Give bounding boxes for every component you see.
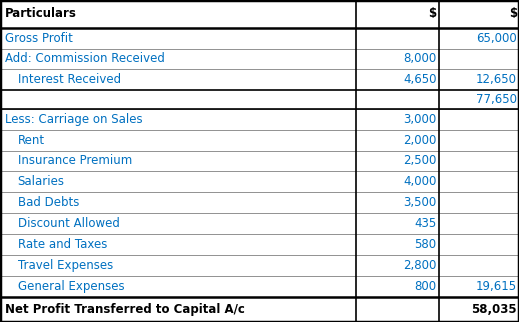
Bar	[0, 151, 519, 171]
Bar	[0, 192, 519, 213]
Text: Add: Commission Received: Add: Commission Received	[5, 52, 165, 65]
Bar	[0, 213, 519, 234]
Text: Less: Carriage on Sales: Less: Carriage on Sales	[5, 113, 143, 126]
Bar	[0, 255, 519, 276]
Text: Bad Debts: Bad Debts	[18, 196, 79, 209]
Text: 65,000: 65,000	[476, 32, 517, 44]
Bar	[0, 28, 519, 49]
Text: Rent: Rent	[18, 134, 45, 147]
Text: $: $	[428, 7, 436, 20]
Text: 580: 580	[414, 238, 436, 251]
Text: $: $	[509, 7, 517, 20]
Text: Rate and Taxes: Rate and Taxes	[18, 238, 107, 251]
Text: 4,000: 4,000	[403, 175, 436, 188]
Text: Discount Allowed: Discount Allowed	[18, 217, 119, 230]
Bar	[0, 130, 519, 151]
Text: Salaries: Salaries	[18, 175, 65, 188]
Text: Interest Received: Interest Received	[18, 73, 121, 86]
Bar	[0, 0, 519, 28]
Text: General Expenses: General Expenses	[18, 280, 124, 293]
Text: 3,000: 3,000	[403, 113, 436, 126]
Text: 12,650: 12,650	[476, 73, 517, 86]
Text: Insurance Premium: Insurance Premium	[18, 155, 132, 167]
Text: Travel Expenses: Travel Expenses	[18, 259, 113, 272]
Text: Gross Profit: Gross Profit	[5, 32, 73, 44]
Text: 2,800: 2,800	[403, 259, 436, 272]
Bar	[0, 90, 519, 109]
Text: 2,000: 2,000	[403, 134, 436, 147]
Text: 3,500: 3,500	[403, 196, 436, 209]
Text: 58,035: 58,035	[471, 303, 517, 316]
Text: 77,650: 77,650	[476, 93, 517, 106]
Bar	[0, 297, 519, 322]
Text: 4,650: 4,650	[403, 73, 436, 86]
Text: 800: 800	[414, 280, 436, 293]
Text: 8,000: 8,000	[403, 52, 436, 65]
Text: 19,615: 19,615	[476, 280, 517, 293]
Text: 2,500: 2,500	[403, 155, 436, 167]
Text: Particulars: Particulars	[5, 7, 77, 20]
Bar	[0, 171, 519, 192]
Bar	[0, 276, 519, 297]
Bar	[0, 69, 519, 90]
Bar	[0, 109, 519, 130]
Text: Net Profit Transferred to Capital A/c: Net Profit Transferred to Capital A/c	[5, 303, 245, 316]
Bar	[0, 49, 519, 69]
Text: 435: 435	[414, 217, 436, 230]
Bar	[0, 234, 519, 255]
